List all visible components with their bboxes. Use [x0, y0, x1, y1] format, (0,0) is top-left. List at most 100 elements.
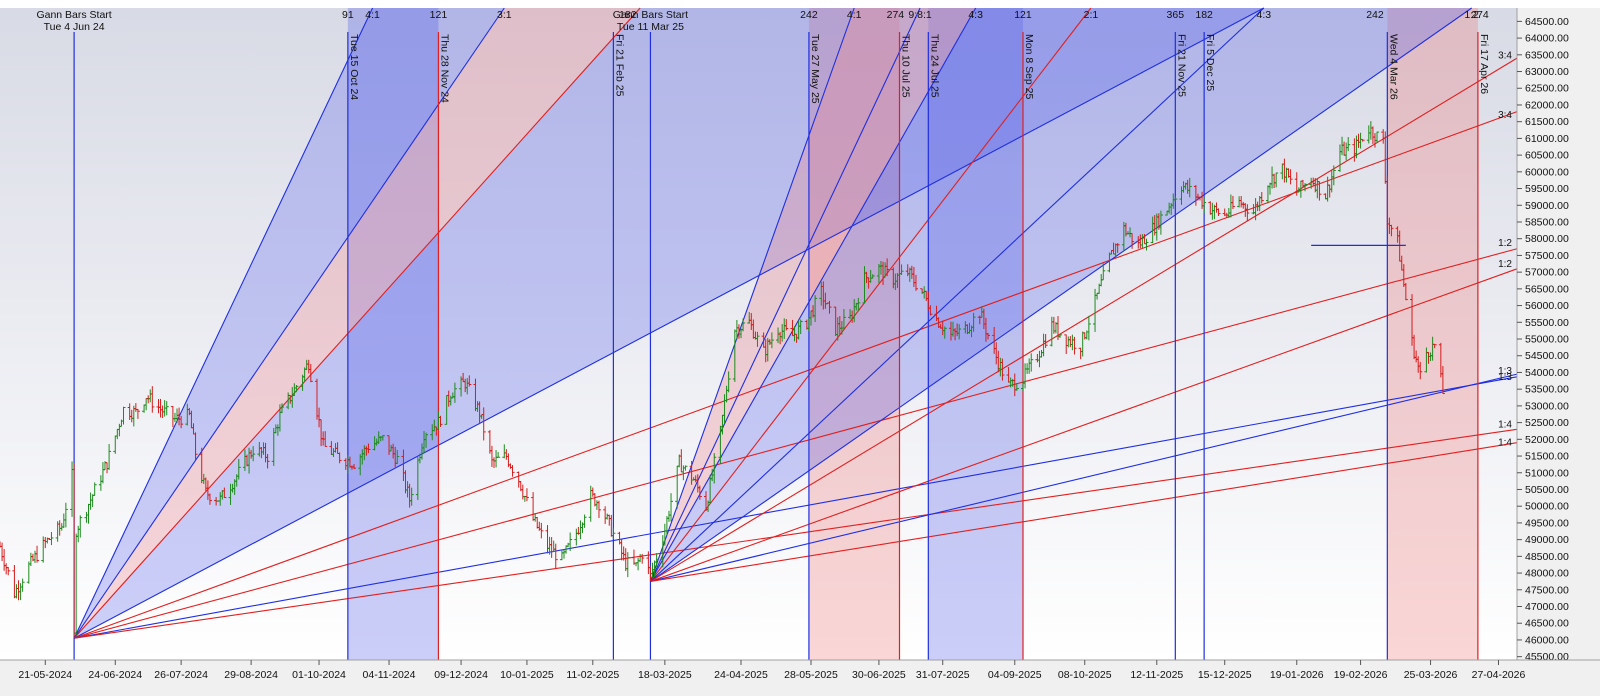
gann-fan-line-5	[73, 248, 1518, 639]
y-axis-panel[interactable]	[1517, 8, 1600, 660]
x-tick-label: 18-03-2025	[638, 669, 692, 681]
x-tick-label: 04-11-2024	[363, 669, 416, 681]
top-count-label: 4:3	[1257, 9, 1272, 21]
gann-fan-line-17	[650, 442, 1518, 582]
y-tick-label: 47500.00	[1525, 584, 1569, 596]
y-tick-label: 48500.00	[1525, 551, 1569, 563]
ratio-labels: 3:4 3:4 1:2 1:2 1:31:3 1:4 1:4	[1498, 50, 1512, 448]
time-line-label: Thu 10 Jul 25	[899, 34, 911, 98]
y-tick-label: 52500.00	[1525, 417, 1569, 429]
y-tick-label: 55000.00	[1525, 334, 1569, 346]
top-count-label: 274	[887, 9, 905, 21]
y-tick-label: 55500.00	[1525, 317, 1569, 329]
time-line-label: Fri 21 Feb 25	[613, 34, 625, 97]
y-tick-label: 53000.00	[1525, 400, 1569, 412]
top-count-label: 1:2	[1464, 9, 1479, 21]
time-line-label: Tue 27 May 25	[809, 34, 821, 104]
y-tick-label: 57000.00	[1525, 267, 1569, 279]
y-tick-label: 46000.00	[1525, 634, 1569, 646]
x-tick-label: 08-10-2025	[1058, 669, 1112, 681]
y-tick-label: 56000.00	[1525, 300, 1569, 312]
time-line-label: Wed 4 Mar 26	[1387, 34, 1399, 100]
x-tick-label: 15-12-2025	[1198, 669, 1252, 681]
top-count-label: 182	[1195, 9, 1213, 21]
y-tick-label: 59000.00	[1525, 200, 1569, 212]
y-tick-label: 57500.00	[1525, 250, 1569, 262]
y-tick-label: 50500.00	[1525, 484, 1569, 496]
x-tick-label: 30-06-2025	[852, 669, 906, 681]
y-tick-label: 63500.00	[1525, 49, 1569, 61]
x-axis[interactable]: 21-05-2024 24-06-2024 26-07-2024 29-08-2024…	[18, 660, 1525, 681]
top-count-label: 242	[800, 9, 818, 21]
x-tick-label: 01-10-2024	[292, 669, 346, 681]
top-count-label: 121	[430, 9, 448, 21]
x-tick-label: 28-05-2025	[784, 669, 838, 681]
fan-ratio-label: 1:3	[1498, 372, 1512, 383]
y-tick-label: 61500.00	[1525, 116, 1569, 128]
y-axis[interactable]: 45500.0046000.0046500.0047000.0047500.00…	[1517, 16, 1569, 663]
y-tick-label: 47000.00	[1525, 601, 1569, 613]
gann-start-label: Tue 11 Mar 25	[617, 21, 684, 33]
gann-fan-line-0	[73, 7, 374, 639]
y-tick-label: 62000.00	[1525, 99, 1569, 111]
top-count-label: 4:1	[847, 9, 862, 21]
time-line-label: Fri 21 Nov 25	[1175, 34, 1187, 97]
price-bars	[0, 121, 1445, 638]
x-tick-label: 24-06-2024	[88, 669, 142, 681]
top-count-label: 4:3	[968, 9, 983, 21]
y-tick-label: 53500.00	[1525, 384, 1569, 396]
time-zone-red	[808, 8, 900, 660]
top-count-label: 4:1	[365, 9, 380, 21]
top-count-label: 3:1	[497, 9, 512, 21]
gann-fan-line-14	[650, 57, 1518, 582]
y-tick-label: 48000.00	[1525, 568, 1569, 580]
gann-fan-line-6	[74, 376, 1518, 639]
fan-ratio-label: 1:4	[1498, 419, 1512, 430]
fan-ratio-label: 1:3	[1498, 366, 1512, 377]
y-tick-label: 49000.00	[1525, 534, 1569, 546]
x-tick-label: 29-08-2024	[224, 669, 278, 681]
fan-ratio-label: 3:4	[1498, 110, 1512, 121]
y-tick-label: 50000.00	[1525, 501, 1569, 513]
x-tick-label: 10-01-2025	[500, 669, 554, 681]
time-line-label: Mon 8 Sep 25	[1023, 34, 1035, 100]
gann-fan-line-13	[650, 7, 1473, 582]
top-count-label: 121	[1014, 9, 1032, 21]
time-line-label: Fri 5 Dec 25	[1204, 34, 1216, 91]
x-tick-label: 26-07-2024	[154, 669, 208, 681]
x-tick-label: 19-02-2026	[1334, 669, 1388, 681]
fan-ratio-label: 3:4	[1498, 50, 1512, 61]
top-count-label: 182	[619, 9, 637, 21]
y-tick-label: 51000.00	[1525, 467, 1569, 479]
top-count-label: 242	[1366, 9, 1384, 21]
x-tick-label: 12-11-2025	[1130, 669, 1183, 681]
plot-background	[0, 8, 1517, 660]
x-tick-label: 27-04-2026	[1472, 669, 1526, 681]
top-count-label: 9:8:1	[908, 9, 932, 21]
x-tick-label: 31-07-2025	[916, 669, 970, 681]
y-tick-label: 56500.00	[1525, 283, 1569, 295]
x-tick-label: 24-04-2025	[714, 669, 768, 681]
time-line-label: Thu 24 Jul 25	[928, 34, 940, 98]
gann-start-label: Tue 4 Jun 24	[44, 21, 105, 33]
y-tick-label: 54000.00	[1525, 367, 1569, 379]
y-tick-label: 63000.00	[1525, 66, 1569, 78]
time-line-label: Fri 17 Apr 26	[1478, 34, 1490, 94]
x-tick-label: 25-03-2026	[1404, 669, 1458, 681]
gann-fan-line-15	[650, 268, 1518, 582]
fan-lines	[73, 7, 1518, 639]
time-lines: Tue 15 Oct 24 Thu 28 Nov 24 Fri 21 Feb 25 T…	[73, 32, 1490, 660]
gann-fan-line-9	[649, 7, 921, 582]
x-axis-panel[interactable]	[0, 660, 1600, 696]
y-tick-label: 46500.00	[1525, 618, 1569, 630]
y-tick-label: 58000.00	[1525, 233, 1569, 245]
x-tick-label: 11-02-2025	[566, 669, 619, 681]
y-tick-label: 64000.00	[1525, 33, 1569, 45]
gann-fan-line-1	[73, 7, 505, 639]
time-zone-red	[1387, 8, 1478, 660]
y-tick-label: 62500.00	[1525, 83, 1569, 95]
y-tick-label: 58500.00	[1525, 216, 1569, 228]
fan-ratio-label: 1:4	[1498, 438, 1512, 449]
